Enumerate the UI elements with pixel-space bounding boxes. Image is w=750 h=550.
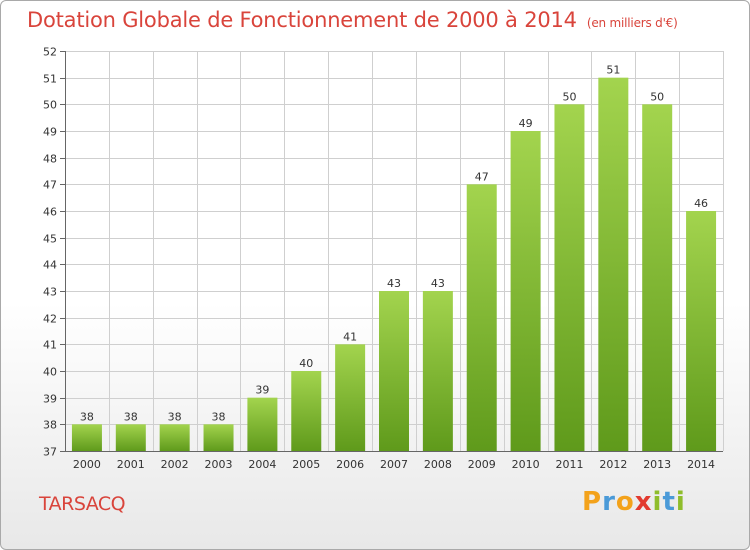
x-tick-label: 2013 <box>643 458 671 471</box>
bar-2000 <box>71 424 102 451</box>
x-tick-label: 2011 <box>555 458 583 471</box>
chart-title: Dotation Globale de Fonctionnement de 20… <box>27 8 678 32</box>
data-labels: 38 38 38 38 39 40 41 43 43 47 49 50 51 50 46 <box>80 64 708 424</box>
proxiti-logo[interactable]: Proxiti <box>582 487 686 517</box>
x-tick-label: 2009 <box>468 458 496 471</box>
bar-2003 <box>203 424 234 451</box>
commune-name: TARSACQ <box>39 493 126 515</box>
data-label: 38 <box>168 410 182 423</box>
x-tick-label: 2012 <box>599 458 627 471</box>
logo-letter: P <box>582 487 603 517</box>
bar-2008 <box>422 291 453 451</box>
data-label: 40 <box>299 357 313 370</box>
bar-2002 <box>159 424 190 451</box>
y-tick-label: 49 <box>43 126 57 139</box>
data-label: 46 <box>694 197 708 210</box>
chart-title-text: Dotation Globale de Fonctionnement de 20… <box>27 8 577 32</box>
bar-2009 <box>466 184 497 452</box>
y-tick-label: 40 <box>43 366 57 379</box>
bar-2012 <box>598 77 629 452</box>
y-tick-label: 50 <box>43 99 57 112</box>
y-tick-label: 46 <box>43 206 57 219</box>
x-tick-label: 2010 <box>512 458 540 471</box>
x-tick-label: 2003 <box>205 458 233 471</box>
bar-2006 <box>335 344 366 451</box>
bar-2013 <box>642 104 673 451</box>
data-label: 50 <box>562 90 576 103</box>
y-tick-label: 51 <box>43 73 57 86</box>
logo-letter: r <box>602 487 616 517</box>
axes: 37 38 39 40 41 42 43 44 45 46 47 48 49 50 51 52 2000 2001… <box>43 46 723 471</box>
data-label: 43 <box>431 277 445 290</box>
bar-2014 <box>686 211 717 451</box>
x-tick-label: 2002 <box>161 458 189 471</box>
x-tick-label: 2001 <box>117 458 145 471</box>
x-tick-label: 2004 <box>248 458 276 471</box>
x-tick-label: 2000 <box>73 458 101 471</box>
data-label: 50 <box>650 90 664 103</box>
chart-subtitle: (en milliers d'€) <box>586 16 678 30</box>
bar-2004 <box>247 397 278 451</box>
data-label: 38 <box>80 410 94 423</box>
logo-letter: x <box>634 487 653 517</box>
x-tick-label: 2006 <box>336 458 364 471</box>
bar-2007 <box>379 291 409 451</box>
data-label: 51 <box>606 64 620 77</box>
y-tick-label: 45 <box>43 233 57 246</box>
x-tick-label: 2008 <box>424 458 452 471</box>
x-tick-label: 2014 <box>687 458 715 471</box>
data-label: 38 <box>212 410 226 423</box>
logo-letter: i <box>652 487 663 517</box>
y-tick-label: 52 <box>43 46 57 59</box>
x-tick-label: 2005 <box>292 458 320 471</box>
data-label: 49 <box>519 117 533 130</box>
bar-2010 <box>510 131 541 451</box>
y-tick-label: 42 <box>43 313 57 326</box>
logo-letter: o <box>615 487 635 517</box>
y-tick-label: 47 <box>43 179 57 192</box>
y-tick-label: 48 <box>43 153 57 166</box>
y-tick-label: 44 <box>43 259 57 272</box>
logo-letter: i <box>675 487 686 517</box>
data-label: 38 <box>124 410 138 423</box>
bars <box>71 77 717 452</box>
data-label: 47 <box>475 170 489 183</box>
bar-2011 <box>554 104 585 451</box>
y-tick-label: 37 <box>43 446 57 459</box>
data-label: 39 <box>255 384 269 397</box>
logo-letter: t <box>662 487 676 517</box>
y-tick-label: 41 <box>43 339 57 352</box>
bar-2001 <box>115 424 146 451</box>
data-label: 43 <box>387 277 401 290</box>
y-tick-label: 38 <box>43 419 57 432</box>
x-tick-label: 2007 <box>380 458 408 471</box>
bar-2005 <box>291 371 322 451</box>
data-label: 41 <box>343 330 357 343</box>
y-tick-label: 39 <box>43 393 57 406</box>
y-tick-label: 43 <box>43 286 57 299</box>
